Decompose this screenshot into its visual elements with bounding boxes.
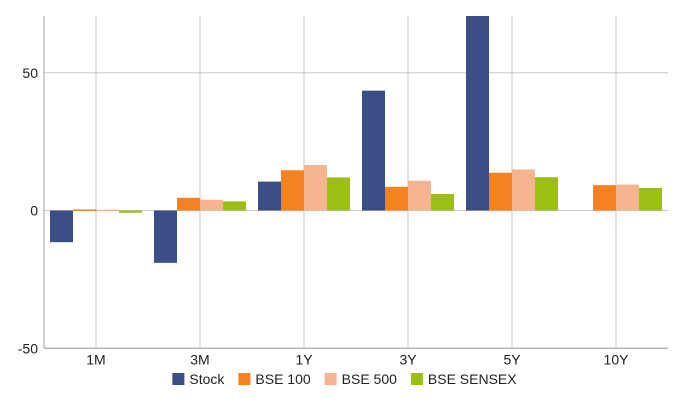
- x-tick-label: 3M: [190, 351, 209, 367]
- x-tick-label: 1Y: [295, 351, 313, 367]
- bar-bse-100: [281, 170, 304, 211]
- legend-label-bse-500: BSE 500: [342, 371, 397, 387]
- bars: [50, 15, 662, 263]
- x-tick-label: 3Y: [399, 351, 417, 367]
- bar-bse-100: [593, 185, 616, 211]
- legend-swatch-bse-sensex: [410, 373, 423, 385]
- bar-bse-sensex: [223, 201, 246, 211]
- x-tick-label: 5Y: [503, 351, 521, 367]
- y-tick-label: 50: [22, 65, 38, 81]
- bar-bse-sensex: [639, 187, 662, 211]
- bar-bse-sensex: [119, 210, 142, 213]
- x-tick-label: 1M: [86, 351, 105, 367]
- legend: Stock BSE 100 BSE 500 BSE SENSEX: [172, 371, 517, 387]
- legend-label-bse-sensex: BSE SENSEX: [428, 371, 517, 387]
- bar-bse-500: [200, 199, 223, 211]
- bar-bse-500: [408, 180, 431, 211]
- bar-bse-500: [96, 209, 119, 212]
- bar-bse-sensex: [327, 177, 350, 211]
- bar-bse-100: [385, 186, 408, 211]
- bar-bse-500: [512, 169, 535, 211]
- bar-bse-sensex: [535, 177, 558, 211]
- bar-bse-100: [177, 197, 200, 211]
- grid-lines: [44, 16, 668, 349]
- legend-label-bse-100: BSE 100: [255, 371, 310, 387]
- axes: -50 0 50 1M 3M 1Y 3Y 5Y 10Y: [18, 16, 668, 367]
- bar-bse-100: [489, 172, 512, 211]
- bar-bse-500: [304, 165, 327, 211]
- bar-bse-sensex: [431, 193, 454, 211]
- bar-bse-100: [73, 209, 96, 211]
- legend-label-stock: Stock: [189, 371, 225, 387]
- bar-stock: [258, 181, 281, 211]
- bar-stock: [466, 15, 489, 211]
- bar-stock: [362, 90, 385, 211]
- y-tick-label: -50: [18, 340, 38, 356]
- legend-swatch-bse-500: [324, 373, 337, 385]
- y-tick-label: 0: [30, 203, 38, 219]
- legend-swatch-bse-100: [238, 373, 251, 385]
- bar-stock: [154, 210, 177, 263]
- x-tick-label: 10Y: [604, 351, 630, 367]
- legend-swatch-stock: [172, 373, 185, 385]
- bar-stock: [50, 210, 73, 243]
- bar-bse-500: [616, 184, 639, 211]
